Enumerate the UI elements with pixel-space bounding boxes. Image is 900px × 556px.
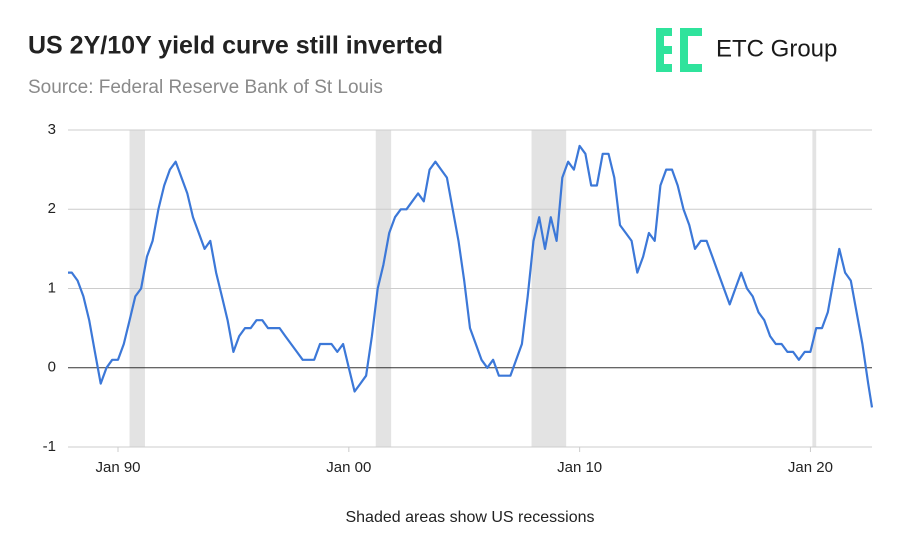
logo-text: ETC Group: [716, 35, 837, 62]
x-tick-label: Jan 20: [788, 459, 833, 476]
y-tick-label: 1: [48, 279, 56, 296]
series-line: [68, 144, 874, 408]
y-tick-label: 2: [48, 200, 56, 217]
x-tick-label: Jan 00: [326, 459, 371, 476]
y-tick-label: 3: [48, 121, 56, 138]
chart-subtitle: Source: Federal Reserve Bank of St Louis: [28, 77, 383, 98]
x-tick-label: Jan 90: [95, 459, 140, 476]
chart-title: US 2Y/10Y yield curve still inverted: [28, 32, 443, 60]
footnote: Shaded areas show US recessions: [345, 509, 594, 526]
y-tick-label: -1: [43, 438, 56, 455]
x-tick-label: Jan 10: [557, 459, 602, 476]
logo-icon: [656, 28, 702, 72]
y-tick-label: 0: [48, 359, 56, 376]
